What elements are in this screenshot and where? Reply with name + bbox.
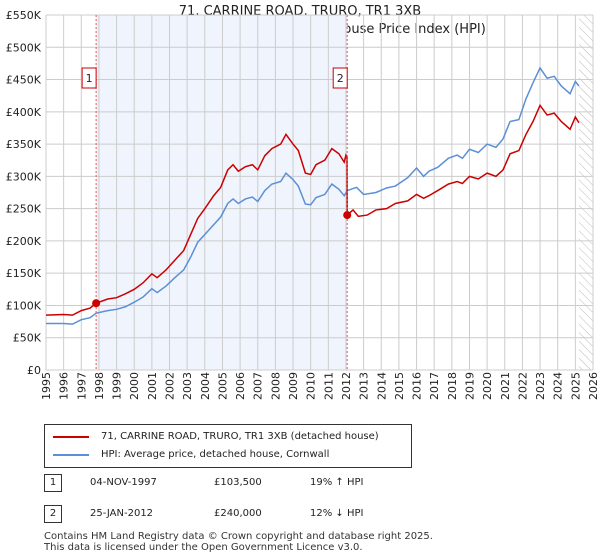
- transaction-price: £240,000: [214, 508, 262, 519]
- transaction-date: 25-JAN-2012: [90, 508, 154, 519]
- x-tick-label: 2012: [340, 372, 353, 400]
- legend-item-property: 71, CARRINE ROAD, TRURO, TR1 3XB (detach…: [53, 431, 379, 442]
- x-tick-label: 2010: [305, 372, 318, 400]
- x-tick-label: 2017: [428, 372, 441, 400]
- x-tick-label: 2002: [164, 372, 177, 400]
- legend-label: 71, CARRINE ROAD, TRURO, TR1 3XB (detach…: [101, 431, 379, 442]
- price-chart: 1995 1996 1997 1998 1999 2000 2001 2002 2003 2004…: [6, 9, 600, 400]
- x-tick-label: 2000: [128, 372, 141, 400]
- x-tick-label: 2015: [393, 372, 406, 400]
- y-tick-label: £350K: [6, 138, 42, 151]
- legend-item-hpi: HPI: Average price, detached house, Corn…: [53, 449, 329, 460]
- y-tick-label: £300K: [6, 170, 42, 183]
- annotation-box: [81, 67, 97, 89]
- x-tick-label: 2009: [287, 372, 300, 400]
- x-tick-label: 2001: [146, 372, 159, 400]
- transaction-number: 1: [44, 474, 62, 492]
- copyright-text: Contains HM Land Registry data © Crown c…: [44, 531, 433, 542]
- y-tick-label: £100K: [6, 299, 42, 312]
- x-tick-label: 2016: [411, 372, 424, 400]
- y-tick-label: £0: [27, 364, 41, 377]
- y-tick-label: £200K: [6, 235, 42, 248]
- transaction-date: 04-NOV-1997: [90, 477, 157, 488]
- x-tick-label: 2021: [499, 372, 512, 400]
- transaction-hpi-diff: 12% ↓ HPI: [310, 508, 364, 519]
- red-line-swatch: [53, 435, 89, 438]
- x-tick-label: 2022: [516, 372, 529, 400]
- x-tick-label: 2026: [587, 372, 600, 400]
- y-tick-label: £400K: [6, 106, 42, 119]
- x-tick-label: 2023: [534, 372, 547, 400]
- y-tick-label: £450K: [6, 74, 42, 87]
- y-tick-label: £250K: [6, 203, 42, 216]
- x-tick-label: 2008: [269, 372, 282, 400]
- x-tick-label: 2020: [481, 372, 494, 400]
- x-tick-label: 2005: [216, 372, 229, 400]
- blue-line-swatch: [53, 453, 89, 456]
- annotation-box: [332, 67, 348, 89]
- transaction-number: 2: [44, 505, 62, 523]
- annotation-label: 1: [86, 72, 93, 85]
- sale-point: [343, 211, 352, 220]
- x-tick-label: 2019: [463, 372, 476, 400]
- y-tick-label: £550K: [6, 9, 42, 22]
- x-tick-label: 2014: [375, 372, 388, 400]
- annotation-label: 2: [337, 72, 344, 85]
- licence-text: This data is licensed under the Open Gov…: [44, 542, 363, 553]
- transaction-price: £103,500: [214, 477, 262, 488]
- x-tick-label: 1995: [40, 372, 53, 400]
- x-tick-label: 2004: [199, 372, 212, 400]
- y-tick-label: £150K: [6, 267, 42, 280]
- x-tick-label: 2025: [569, 372, 582, 400]
- sale-point: [92, 299, 101, 308]
- x-tick-label: 2024: [552, 372, 565, 400]
- x-tick-label: 1997: [75, 372, 88, 400]
- legend: 71, CARRINE ROAD, TRURO, TR1 3XB (detach…: [44, 424, 412, 468]
- x-tick-label: 2011: [322, 372, 335, 400]
- hatched-future-region: [578, 15, 593, 370]
- hpi-line: [46, 66, 580, 325]
- x-tick-label: 2003: [181, 372, 194, 400]
- footer: Contains HM Land Registry data © Crown c…: [44, 531, 433, 553]
- transaction-hpi-diff: 19% ↑ HPI: [310, 477, 364, 488]
- legend-label: HPI: Average price, detached house, Corn…: [101, 449, 330, 460]
- shaded-ownership-region: [96, 15, 348, 370]
- x-tick-label: 1996: [58, 372, 71, 400]
- property-price-line: [45, 103, 580, 316]
- x-tick-label: 2006: [234, 372, 247, 400]
- transaction-row: 1 04-NOV-1997 £103,500 19% ↑ HPI: [44, 474, 444, 492]
- y-tick-label: £500K: [6, 41, 42, 54]
- transaction-row: 2 25-JAN-2012 £240,000 12% ↓ HPI: [44, 505, 444, 523]
- x-tick-label: 1998: [93, 372, 106, 400]
- y-tick-label: £50K: [13, 332, 42, 345]
- x-tick-label: 1999: [111, 372, 124, 400]
- x-tick-label: 2013: [358, 372, 371, 400]
- x-tick-label: 2018: [446, 372, 459, 400]
- x-tick-label: 2007: [252, 372, 265, 400]
